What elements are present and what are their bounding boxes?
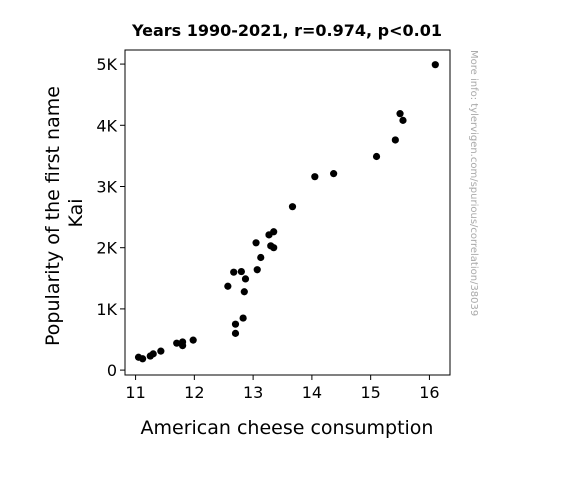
plot-area-frame [124,49,451,376]
data-point [372,152,381,161]
data-point [311,173,319,181]
data-point [230,268,238,276]
data-point [396,110,404,118]
y-tick-label: 4K [96,116,117,135]
data-point [431,61,439,69]
x-tick-label: 15 [360,383,380,402]
x-axis: 11 12 13 14 15 16 [125,375,440,402]
data-point [173,339,181,347]
data-point [240,288,248,296]
x-tick-label: 13 [243,383,263,402]
data-point [157,347,165,355]
data-point [189,336,197,344]
data-point [241,275,250,283]
y-axis-label-line-2: Kai [65,198,87,227]
data-point [178,342,187,350]
y-axis-label: Popularity of the first name Kai [42,80,87,346]
data-point [257,253,265,262]
data-point [231,329,240,337]
data-point [231,320,240,328]
data-point [239,314,247,322]
data-point [139,355,147,363]
y-tick-label: 2K [96,239,117,258]
x-tick-label: 16 [419,383,439,402]
x-axis-label: American cheese consumption [141,417,434,439]
data-point [237,267,245,276]
y-tick-label: 1K [96,300,117,319]
data-points [134,61,439,363]
data-point [270,228,278,236]
x-tick-label: 12 [184,383,204,402]
data-point [330,170,338,178]
data-point [288,203,297,211]
data-point [149,350,157,358]
x-tick-label: 14 [302,383,322,402]
source-note: More info: tylervigen.com/spurious/corre… [468,50,479,316]
data-point [270,244,278,252]
chart-title: Years 1990-2021, r=0.974, p<0.01 [131,21,442,40]
data-point [252,239,260,247]
y-axis-label-line-1: Popularity of the first name [42,86,64,346]
y-axis: 0 1K 2K 3K 4K 5K [96,55,125,380]
data-point [399,116,407,124]
x-tick-label: 11 [125,383,145,402]
y-tick-label: 5K [96,55,117,74]
data-point [224,282,232,290]
y-tick-label: 3K [96,177,117,196]
data-point [253,266,261,274]
data-point [391,136,399,144]
y-tick-label: 0 [107,361,117,380]
